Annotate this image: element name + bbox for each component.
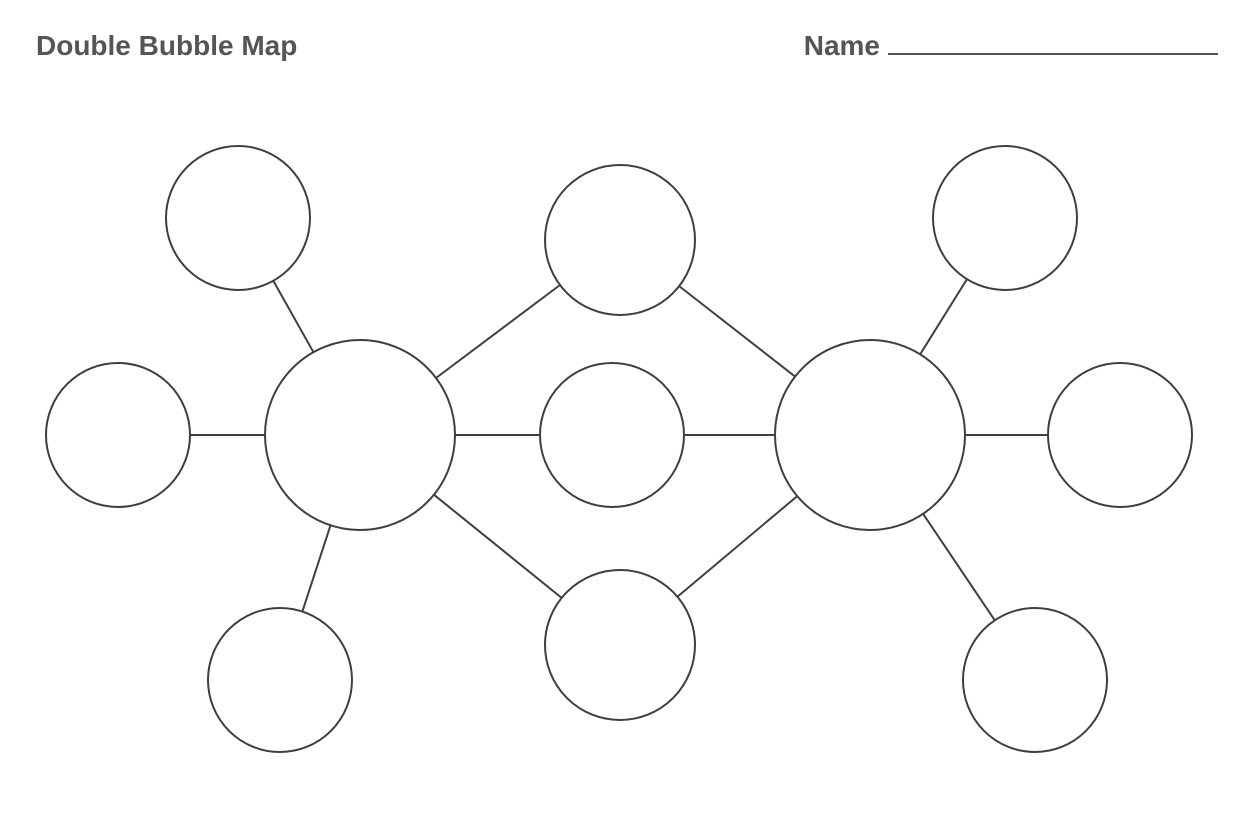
- worksheet-header: Double Bubble Map Name: [0, 30, 1254, 62]
- bubble-left-middle-outer: [46, 363, 190, 507]
- edge-main-right-right-top-outer: [920, 279, 967, 354]
- edge-main-left-shared-bottom: [434, 495, 562, 598]
- bubble-main-right: [775, 340, 965, 530]
- edge-main-left-left-bottom-outer: [302, 525, 330, 611]
- bubble-main-left: [265, 340, 455, 530]
- edge-main-right-right-bottom-outer: [923, 514, 995, 620]
- bubble-right-middle-outer: [1048, 363, 1192, 507]
- bubble-left-top-outer: [166, 146, 310, 290]
- bubble-right-bottom-outer: [963, 608, 1107, 752]
- edge-main-right-shared-bottom: [677, 496, 797, 597]
- bubble-shared-top: [545, 165, 695, 315]
- bubble-shared-bottom: [545, 570, 695, 720]
- double-bubble-diagram: [0, 110, 1254, 810]
- worksheet-title: Double Bubble Map: [36, 30, 297, 62]
- bubble-shared-middle: [540, 363, 684, 507]
- edge-main-left-shared-top: [436, 285, 560, 378]
- bubble-right-top-outer: [933, 146, 1077, 290]
- name-input-line[interactable]: [888, 53, 1218, 55]
- name-field-group: Name: [804, 30, 1218, 62]
- edge-main-left-left-top-outer: [273, 281, 313, 352]
- bubble-svg: [0, 110, 1254, 810]
- bubble-left-bottom-outer: [208, 608, 352, 752]
- name-label: Name: [804, 30, 880, 62]
- edge-main-right-shared-top: [679, 286, 795, 376]
